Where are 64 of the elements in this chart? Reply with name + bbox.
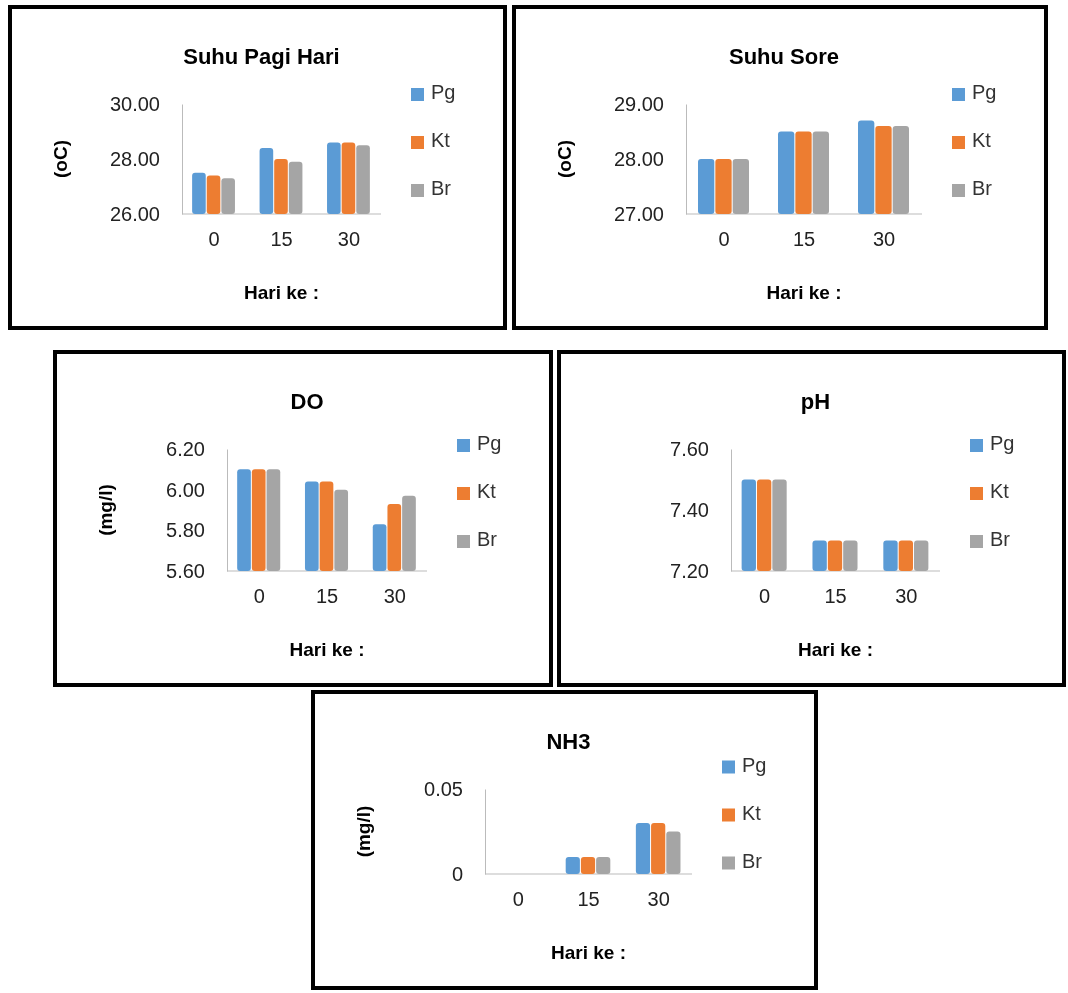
- bar: [666, 831, 681, 874]
- legend-label: Pg: [990, 432, 1015, 454]
- legend-label: Pg: [477, 432, 502, 454]
- legend-label: Pg: [431, 81, 456, 103]
- chart-title: Suhu Sore: [728, 44, 840, 69]
- legend-label: Pg: [972, 81, 997, 103]
- bar: [565, 857, 580, 874]
- y-tick-label: 29.00: [613, 92, 664, 115]
- x-tick-label: 30: [895, 585, 918, 608]
- x-tick-label: 30: [872, 228, 896, 251]
- x-tick-label: 0: [718, 228, 730, 251]
- y-tick-label: 5.60: [166, 559, 205, 582]
- legend-label: Br: [742, 849, 763, 872]
- x-tick-label: 15: [270, 228, 293, 251]
- legend-label: Br: [990, 528, 1011, 550]
- x-tick-label: 30: [337, 228, 361, 251]
- legend-label: Br: [431, 177, 452, 199]
- x-axis-title: Hari ke :: [289, 639, 365, 660]
- y-tick-label: 26.00: [109, 202, 160, 225]
- bar: [580, 857, 596, 874]
- x-tick-label: 0: [512, 888, 524, 911]
- legend-label: Kt: [742, 801, 762, 824]
- x-axis-title: Hari ke :: [244, 282, 319, 303]
- x-tick-label: 0: [208, 228, 220, 251]
- bar: [596, 857, 611, 874]
- y-axis-title: (oC): [50, 140, 71, 178]
- y-tick-label: 7.20: [670, 559, 709, 582]
- x-axis-title: Hari ke :: [551, 942, 626, 963]
- y-axis-title: (mg/l): [95, 484, 116, 536]
- x-tick-label: 30: [647, 888, 670, 911]
- legend-label: Br: [477, 528, 498, 550]
- y-tick-label: 7.40: [670, 498, 709, 521]
- legend-label: Pg: [742, 753, 767, 776]
- legend-label: Kt: [972, 129, 992, 151]
- y-tick-label: 6.20: [166, 437, 205, 460]
- y-tick-label: 28.00: [613, 147, 664, 170]
- x-tick-label: 0: [253, 585, 265, 608]
- x-tick-label: 15: [315, 585, 339, 608]
- y-tick-label: 7.60: [670, 437, 709, 460]
- y-tick-label: 0.05: [424, 777, 463, 800]
- legend-label: Br: [972, 177, 993, 199]
- legend-label: Kt: [990, 480, 1010, 502]
- y-axis-title: (mg/l): [353, 805, 374, 858]
- chart-title: Suhu Pagi Hari: [183, 44, 340, 69]
- x-axis-title: Hari ke :: [766, 282, 842, 303]
- x-axis-title: Hari ke :: [798, 639, 873, 660]
- bar: [635, 823, 651, 874]
- y-tick-label: 30.00: [109, 92, 160, 115]
- x-tick-label: 15: [577, 888, 600, 911]
- y-axis-title: (oC): [554, 140, 575, 178]
- legend-label: Kt: [431, 129, 451, 151]
- chart-title: NH3: [546, 729, 591, 754]
- x-tick-label: 15: [824, 585, 847, 608]
- y-tick-label: 6.00: [166, 478, 205, 501]
- bar: [651, 823, 666, 874]
- x-tick-label: 15: [792, 228, 816, 251]
- y-tick-label: 28.00: [109, 147, 160, 170]
- y-tick-label: 5.80: [166, 519, 205, 542]
- x-tick-label: 30: [383, 585, 406, 608]
- chart-title: pH: [800, 389, 831, 414]
- legend-label: Kt: [477, 480, 497, 502]
- chart-title: DO: [290, 389, 324, 414]
- x-tick-label: 0: [759, 585, 771, 608]
- y-tick-label: 27.00: [613, 202, 664, 225]
